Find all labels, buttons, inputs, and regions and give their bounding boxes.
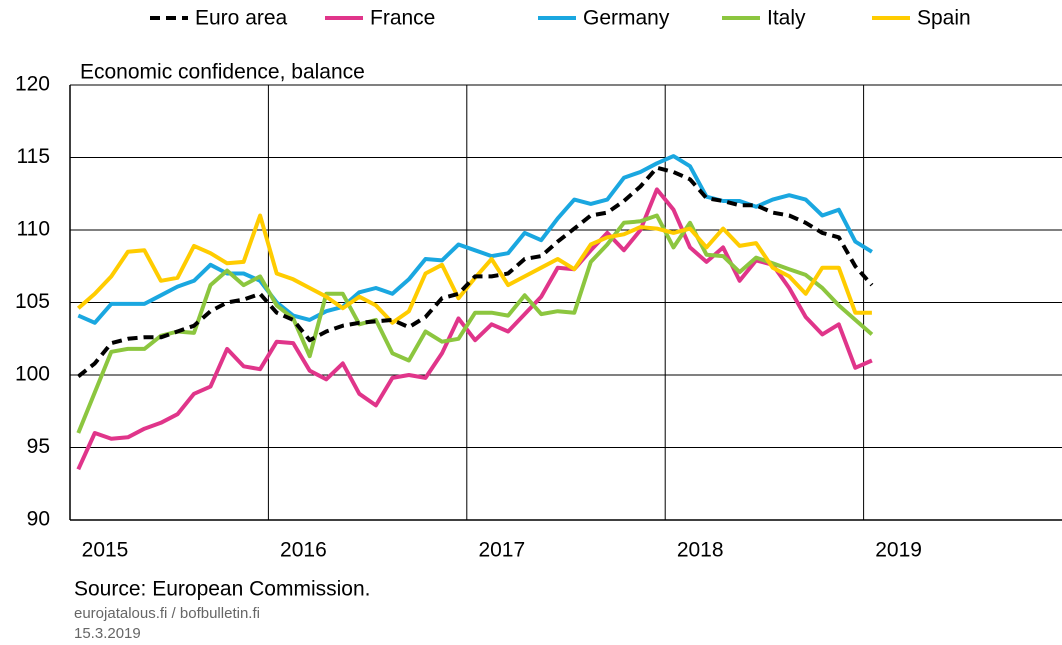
- y-tick-label: 115: [17, 145, 50, 168]
- legend-label: Italy: [767, 7, 806, 30]
- series-line: [76, 213, 872, 325]
- x-tick-label: 2015: [82, 539, 129, 562]
- series-line: [76, 187, 873, 471]
- date: 15.3.2019: [74, 625, 141, 642]
- y-tick-label: 95: [27, 435, 50, 458]
- series-line: [77, 165, 874, 378]
- legend-label: Euro area: [195, 7, 288, 30]
- y-tick-label: 90: [27, 508, 50, 531]
- y-tick-label: 110: [17, 218, 50, 241]
- legend-label: France: [370, 7, 435, 30]
- y-axis-label: Economic confidence, balance: [80, 61, 365, 84]
- y-tick-label: 105: [15, 290, 50, 313]
- legend-label: Spain: [917, 7, 971, 30]
- source: Source: European Commission.: [74, 578, 370, 601]
- y-tick-label: 100: [15, 363, 50, 386]
- series-line: [77, 154, 873, 325]
- x-tick-label: 2019: [875, 539, 922, 562]
- legend-label: Germany: [583, 7, 670, 30]
- y-tick-label: 120: [15, 73, 50, 96]
- x-tick-label: 2018: [677, 539, 724, 562]
- x-tick-label: 2017: [478, 539, 525, 562]
- series-line: [76, 213, 874, 434]
- note: eurojatalous.fi / bofbulletin.fi: [74, 605, 260, 622]
- x-tick-label: 2016: [280, 539, 327, 562]
